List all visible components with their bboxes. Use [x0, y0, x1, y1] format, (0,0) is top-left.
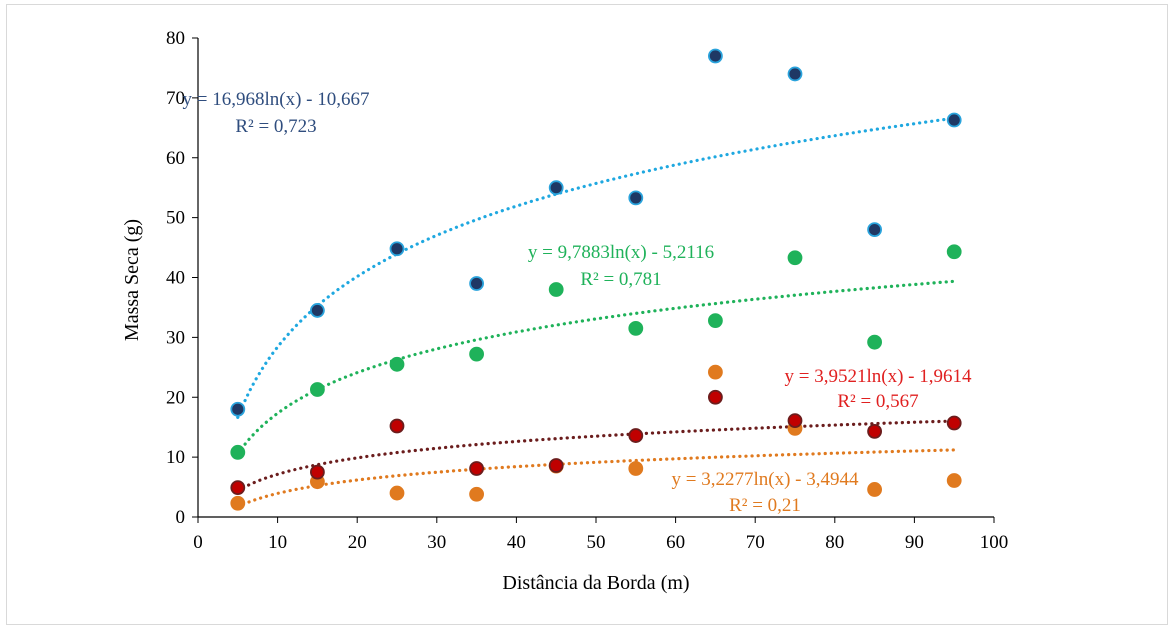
x-tick-label: 70: [746, 532, 765, 553]
data-point-series-2: [708, 313, 723, 329]
data-point-series-3: [867, 423, 882, 439]
data-point-series-1: [946, 112, 962, 128]
data-point-series-3: [469, 461, 485, 476]
equation-label-2: y = 9,7883ln(x) - 5,2116: [528, 242, 714, 263]
y-tick-label: 60: [166, 148, 185, 169]
trendline-4: [236, 448, 956, 509]
data-point-series-3: [708, 389, 723, 405]
y-tick-label: 50: [166, 208, 185, 229]
data-point-series-2: [787, 250, 803, 266]
x-tick-label: 60: [666, 532, 685, 553]
data-point-series-4: [389, 485, 405, 501]
data-point-series-3: [787, 413, 803, 429]
x-tick-label: 100: [980, 532, 1009, 553]
trendline-1: [236, 116, 956, 419]
equation-label-4: y = 3,2277ln(x) - 3,4944: [672, 469, 859, 490]
data-point-series-2: [548, 282, 564, 297]
trendlines: [236, 116, 956, 509]
data-point-series-1: [309, 303, 325, 318]
axes: 0 10 20 30 40 50 60 70 80 0 10 20 30 40 50 60 70 80 90 100: [166, 28, 1008, 553]
x-axis-label: Distância da Borda (m): [502, 572, 689, 594]
x-tick-label: 20: [348, 532, 367, 553]
data-point-series-2: [946, 244, 962, 260]
trendline-2: [236, 279, 956, 456]
y-tick-label: 0: [176, 507, 186, 528]
data-point-series-1: [708, 48, 723, 64]
x-tick-label: 40: [507, 532, 526, 553]
trendline-labels: y = 16,968ln(x) - 10,667 R² = 0,723 y = …: [183, 89, 972, 516]
equation-label-3: y = 3,9521ln(x) - 1,9614: [785, 366, 972, 387]
data-point-series-3: [946, 415, 962, 431]
data-point-series-2: [230, 444, 246, 460]
data-point-series-4: [628, 461, 644, 476]
data-point-series-3: [389, 418, 405, 434]
chart-frame: 0 10 20 30 40 50 60 70 80 0 10 20 30 40 50 60 70 80 90 100 …: [6, 4, 1168, 625]
x-tick-label: 30: [427, 532, 446, 553]
x-tick-label: 80: [825, 532, 844, 553]
data-point-series-1: [628, 190, 644, 206]
data-point-series-1: [389, 241, 405, 257]
data-point-series-4: [946, 473, 962, 488]
data-point-series-1: [867, 222, 882, 238]
data-point-series-2: [628, 320, 644, 336]
data-point-series-1: [548, 180, 564, 196]
y-axis-label: Massa Seca (g): [121, 219, 143, 341]
y-tick-label: 70: [166, 88, 185, 109]
x-tick-label: 10: [268, 532, 287, 553]
data-point-series-3: [309, 464, 325, 480]
data-point-series-2: [389, 356, 405, 372]
equation-label-1: y = 16,968ln(x) - 10,667: [183, 89, 370, 110]
data-point-series-1: [469, 276, 485, 291]
r2-label-3: R² = 0,567: [837, 391, 918, 412]
data-point-series-4: [230, 495, 246, 511]
x-tick-label: 90: [905, 532, 924, 553]
y-tick-label: 10: [166, 447, 185, 468]
data-point-series-2: [867, 334, 882, 350]
y-tick-label: 30: [166, 327, 185, 348]
data-point-series-3: [230, 480, 246, 496]
data-point-series-4: [469, 486, 485, 502]
x-tick-label: 0: [193, 532, 203, 553]
data-points: [230, 48, 962, 511]
data-point-series-1: [787, 66, 803, 82]
r2-label-1: R² = 0,723: [235, 116, 316, 137]
data-point-series-3: [548, 458, 564, 473]
data-point-series-3: [628, 428, 644, 443]
data-point-series-1: [230, 401, 246, 417]
y-tick-label: 80: [166, 28, 185, 49]
data-point-series-4: [708, 364, 723, 380]
data-point-series-4: [867, 482, 882, 497]
r2-label-4: R² = 0,21: [729, 495, 801, 516]
y-tick-label: 20: [166, 387, 185, 408]
r2-label-2: R² = 0,781: [580, 269, 661, 290]
x-tick-label: 50: [587, 532, 606, 553]
data-point-series-2: [469, 346, 485, 362]
trendline-3: [236, 419, 956, 493]
y-tick-label: 40: [166, 268, 185, 289]
data-point-series-2: [309, 382, 325, 397]
